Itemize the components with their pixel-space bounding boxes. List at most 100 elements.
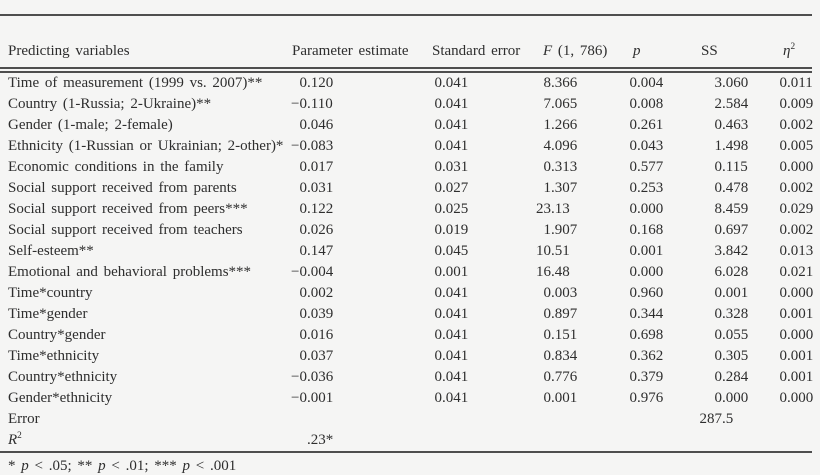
table-row: Time of measurement (1999 vs. 2007)** 0.1… xyxy=(0,70,813,94)
cell-ss: 3.842 xyxy=(714,243,749,259)
cell-ss: 0.463 xyxy=(714,117,749,133)
table-body: Time of measurement (1999 vs. 2007)** 0.1… xyxy=(0,70,814,453)
cell-estimate: 0.122 xyxy=(299,201,334,217)
cell-eta: 0.005 xyxy=(779,138,814,154)
cell-p: 0.344 xyxy=(629,306,664,322)
row-label: Time*country xyxy=(8,285,93,301)
cell-estimate: 0.002 xyxy=(299,285,334,301)
cell-se: 0.025 xyxy=(434,201,469,217)
cell-estimate: −0.110 xyxy=(291,96,333,112)
row-label: Gender*ethnicity xyxy=(8,390,113,406)
cell-se: 0.045 xyxy=(434,243,469,259)
cell-ss: 0.697 xyxy=(714,222,749,238)
row-label: Economic conditions in the family xyxy=(8,159,224,175)
column-header-variable: Predicting variables xyxy=(0,16,283,73)
row-label: Gender (1-male; 2-female) xyxy=(8,117,173,133)
cell-estimate: 0.039 xyxy=(299,306,334,322)
cell-eta: 0.001 xyxy=(779,369,814,385)
row-label: Time*gender xyxy=(8,306,88,322)
cell-ss: 0.000 xyxy=(714,390,749,406)
cell-f: 0.834 xyxy=(543,348,578,364)
column-header-eta: η2 xyxy=(763,16,812,73)
cell-f: 0.151 xyxy=(543,327,578,343)
table-row: Country*ethnicity −0.036 0.041 0.776 0.379 0.… xyxy=(0,367,814,388)
cell-ss: 3.060 xyxy=(714,75,749,91)
table-row: Gender (1-male; 2-female) 0.046 0.041 1.266… xyxy=(0,115,814,136)
table-row: Self-esteem** 0.147 0.045 10.51 0.001 3.842 0.… xyxy=(0,241,814,262)
cell-p: 0.001 xyxy=(629,243,664,259)
cell-p: 0.008 xyxy=(629,96,664,112)
cell-eta: 0.002 xyxy=(779,117,814,133)
cell-estimate: −0.083 xyxy=(291,138,334,154)
cell-ss: 0.001 xyxy=(714,285,749,301)
table-footnote: * p < .05; ** p < .01; *** p < .001 xyxy=(8,458,237,474)
cell-se: 0.041 xyxy=(434,348,469,364)
cell-se: 0.041 xyxy=(434,138,469,154)
row-label: Time of measurement (1999 vs. 2007)** xyxy=(8,75,263,91)
cell-eta: 0.002 xyxy=(779,222,814,238)
row-label: Country*ethnicity xyxy=(8,369,118,385)
cell-f: 4.096 xyxy=(543,138,578,154)
cell-p: 0.253 xyxy=(629,180,664,196)
cell-estimate: 0.031 xyxy=(299,180,334,196)
cell-ss: 0.328 xyxy=(714,306,749,322)
cell-estimate xyxy=(283,409,418,430)
cell-f: 0.003 xyxy=(543,285,578,301)
cell-se: 0.041 xyxy=(434,96,469,112)
cell-f: 0.897 xyxy=(543,306,578,322)
cell-eta: 0.002 xyxy=(779,180,814,196)
column-header-estimate: Parameter estimate xyxy=(283,16,418,73)
cell-ss: 6.028 xyxy=(714,264,749,280)
cell-f: 1.907 xyxy=(543,222,578,238)
cell-eta: 0.011 xyxy=(779,75,813,91)
table-row: Emotional and behavioral problems*** −0.0… xyxy=(0,262,813,283)
cell-se: 0.041 xyxy=(434,390,469,406)
table-row: Economic conditions in the family 0.017 0.… xyxy=(0,157,813,178)
cell-p: 0.004 xyxy=(629,75,664,91)
cell-se: 0.027 xyxy=(434,180,469,196)
column-header-se: Standard error xyxy=(418,16,527,73)
table-row: Time*ethnicity 0.037 0.041 0.834 0.362 0.305 0… xyxy=(0,346,813,367)
cell-p: 0.000 xyxy=(629,201,664,217)
row-label: Self-esteem** xyxy=(8,243,94,259)
cell-p: 0.000 xyxy=(629,264,664,280)
cell-f: 0.001 xyxy=(543,390,578,406)
row-label: R2 xyxy=(0,430,283,453)
cell-se: 0.031 xyxy=(434,159,469,175)
regression-table: Predicting variables Parameter estimate St… xyxy=(0,16,814,453)
table-row: Social support received from teachers 0.0… xyxy=(0,220,814,241)
cell-estimate: 0.016 xyxy=(299,327,334,343)
cell-eta: 0.001 xyxy=(779,306,814,322)
cell-se xyxy=(418,430,527,453)
cell-f: 23.13 xyxy=(536,201,570,217)
cell-p: 0.577 xyxy=(629,159,664,175)
cell-se: 0.041 xyxy=(434,306,469,322)
cell-p: 0.043 xyxy=(629,138,664,154)
cell-se xyxy=(418,409,527,430)
cell-ss: 1.498 xyxy=(714,138,749,154)
cell-eta: 0.000 xyxy=(779,327,814,343)
cell-estimate: −0.001 xyxy=(291,390,334,406)
table-row: Time*gender 0.039 0.041 0.897 0.344 0.328 0.00… xyxy=(0,304,814,325)
cell-estimate: 0.147 xyxy=(299,243,334,259)
cell-eta: 0.013 xyxy=(779,243,814,259)
row-label: Country (1-Russia; 2-Ukraine)** xyxy=(8,96,212,112)
cell-f: 0.313 xyxy=(543,159,578,175)
cell-estimate: .23* xyxy=(283,430,418,453)
cell-eta: 0.009 xyxy=(779,96,814,112)
cell-eta xyxy=(763,409,812,430)
cell-ss: 2.584 xyxy=(714,96,749,112)
cell-p xyxy=(613,430,698,453)
cell-se: 0.019 xyxy=(434,222,469,238)
cell-p: 0.698 xyxy=(629,327,664,343)
column-header-ss: SS xyxy=(698,16,763,73)
cell-se: 0.001 xyxy=(434,264,469,280)
table-row: Error 287.5 xyxy=(0,409,812,430)
cell-se: 0.041 xyxy=(434,75,469,91)
top-rule xyxy=(0,14,812,16)
cell-estimate: 0.017 xyxy=(299,159,334,175)
cell-f xyxy=(527,430,613,453)
row-label: Emotional and behavioral problems*** xyxy=(8,264,252,280)
